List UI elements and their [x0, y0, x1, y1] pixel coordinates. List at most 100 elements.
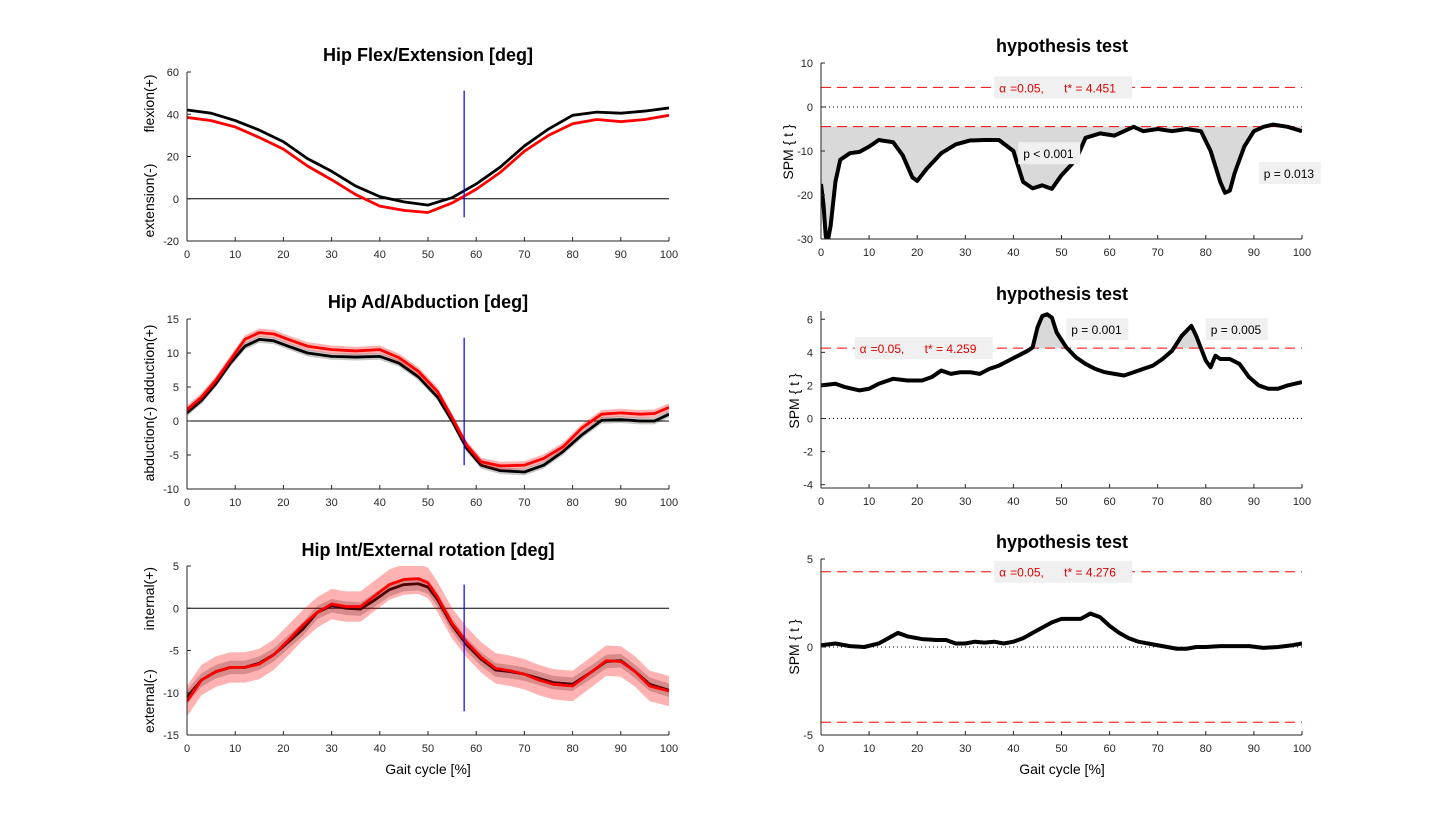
y-tick-label: 5: [173, 382, 179, 394]
x-tick-label: 30: [325, 497, 337, 509]
x-tick-label: 90: [615, 249, 627, 261]
x-tick-label: 50: [422, 497, 434, 509]
y-tick-label: 10: [801, 58, 813, 70]
y-tick-label: 5: [807, 554, 813, 566]
x-tick-label: 50: [1055, 247, 1067, 259]
alpha-symbol: α: [999, 566, 1006, 580]
x-tick-label: 70: [518, 249, 530, 261]
plot-area: [821, 86, 1302, 239]
threshold-value: t* = 4.259: [925, 342, 977, 356]
y-axis-label: external(-) internal(+): [141, 567, 157, 733]
alpha-symbol: α: [860, 342, 867, 356]
plot-area: [821, 312, 1302, 420]
x-tick-label: 70: [1152, 743, 1164, 755]
x-tick-label: 10: [863, 743, 875, 755]
x-tick-label: 90: [615, 497, 627, 509]
x-tick-label: 100: [660, 743, 678, 755]
x-tick-label: 100: [660, 497, 678, 509]
x-tick-label: 50: [422, 249, 434, 261]
y-tick-label: -4: [803, 480, 813, 492]
threshold-value: t* = 4.451: [1064, 81, 1116, 95]
series-line-0: [821, 611, 1302, 651]
x-tick-label: 50: [1055, 496, 1067, 508]
x-tick-label: 0: [184, 497, 190, 509]
x-tick-label: 10: [229, 249, 241, 261]
x-tick-label: 80: [1200, 743, 1212, 755]
series-band-0: [187, 336, 669, 476]
x-tick-label: 60: [470, 497, 482, 509]
series-band-1: [187, 566, 669, 717]
plot-4: 0 10 20 30 40 50 60 70 80 90 100 -15 -10 -5 0 5: [163, 561, 678, 755]
panel-title: hypothesis test: [996, 36, 1128, 56]
y-tick-label: 15: [167, 314, 179, 326]
x-tick-label: 30: [959, 496, 971, 508]
y-axis-label: abduction(-) adduction(+): [141, 325, 157, 482]
x-tick-label: 80: [566, 249, 578, 261]
p-value-box: [1018, 142, 1081, 165]
panel-spm-int: hypothesis test SPM { t } Gait cycle [%]: [786, 532, 1128, 777]
y-axis-label: SPM { t }: [786, 373, 802, 429]
x-tick-label: 100: [660, 249, 678, 261]
x-tick-label: 10: [229, 497, 241, 509]
alpha-value: =0.05,: [1010, 566, 1044, 580]
x-tick-label: 30: [959, 743, 971, 755]
x-tick-label: 0: [818, 247, 824, 259]
x-tick-label: 30: [959, 247, 971, 259]
x-tick-label: 10: [863, 496, 875, 508]
threshold-label-box: [994, 560, 1133, 583]
plot-area: [187, 328, 669, 476]
y-tick-label: 0: [173, 603, 179, 615]
series-line-1: [187, 331, 669, 468]
plot-1: 0 10 20 30 40 50 60 70 80 90 100 -30 -20 -10 0 10 α =0.05…: [797, 58, 1321, 259]
x-tick-label: 40: [374, 497, 386, 509]
panel-hip-ad-abduction: Hip Ad/Abduction [deg] abduction(-) addu…: [141, 292, 528, 481]
panel-spm-flex: hypothesis test SPM { t }: [780, 36, 1128, 180]
p-value-label: p = 0.001: [1071, 323, 1122, 337]
y-tick-label: 0: [807, 102, 813, 114]
plot-5: 0 10 20 30 40 50 60 70 80 90 100 -5 0 5 α =0.05, t* = 4.…: [803, 554, 1311, 755]
x-tick-label: 90: [1248, 496, 1260, 508]
series-line-1: [187, 113, 669, 214]
x-tick-label: 10: [863, 247, 875, 259]
panel-hip-int-external: Hip Int/External rotation [deg] external…: [141, 540, 555, 777]
cluster-shade: [821, 126, 1264, 239]
x-tick-label: 100: [1293, 247, 1311, 259]
x-tick-label: 80: [1200, 247, 1212, 259]
x-axis-label: Gait cycle [%]: [1019, 761, 1105, 777]
panel-hip-flex-extension: Hip Flex/Extension [deg] extension(-) fl…: [141, 45, 533, 238]
x-tick-label: 100: [1293, 743, 1311, 755]
y-tick-label: 0: [807, 414, 813, 426]
threshold-value: t* = 4.276: [1064, 566, 1116, 580]
cluster-shade: [1286, 126, 1302, 132]
x-tick-label: 70: [1152, 247, 1164, 259]
y-tick-label: -5: [169, 646, 179, 658]
y-tick-label: -2: [803, 447, 813, 459]
panel-spm-ad: hypothesis test SPM { t }: [786, 284, 1128, 429]
x-tick-label: 50: [422, 743, 434, 755]
p-value-box: [1258, 162, 1321, 184]
y-tick-label: -5: [169, 450, 179, 462]
y-axis-label: SPM { t }: [786, 619, 802, 675]
y-axis-label: SPM { t }: [780, 124, 796, 180]
y-tick-label: -10: [163, 688, 179, 700]
x-tick-label: 70: [518, 497, 530, 509]
y-tick-label: -20: [797, 190, 813, 202]
series-line-0: [821, 122, 1302, 239]
y-tick-label: 40: [167, 109, 179, 121]
x-tick-label: 40: [1007, 247, 1019, 259]
y-tick-label: -15: [163, 730, 179, 742]
x-tick-label: 0: [184, 249, 190, 261]
plot-2: 0 10 20 30 40 50 60 70 80 90 100 -10 -5 0 5 10 15: [163, 314, 678, 509]
x-tick-label: 50: [1055, 743, 1067, 755]
x-tick-label: 20: [277, 497, 289, 509]
x-tick-label: 0: [184, 743, 190, 755]
panel-title: Hip Ad/Abduction [deg]: [328, 292, 528, 312]
x-tick-label: 90: [1248, 247, 1260, 259]
series-line-0: [821, 312, 1302, 393]
x-tick-label: 80: [566, 497, 578, 509]
panel-title: hypothesis test: [996, 532, 1128, 552]
y-tick-label: 0: [173, 416, 179, 428]
alpha-value: =0.05,: [871, 342, 905, 356]
series-line-0: [187, 106, 669, 207]
